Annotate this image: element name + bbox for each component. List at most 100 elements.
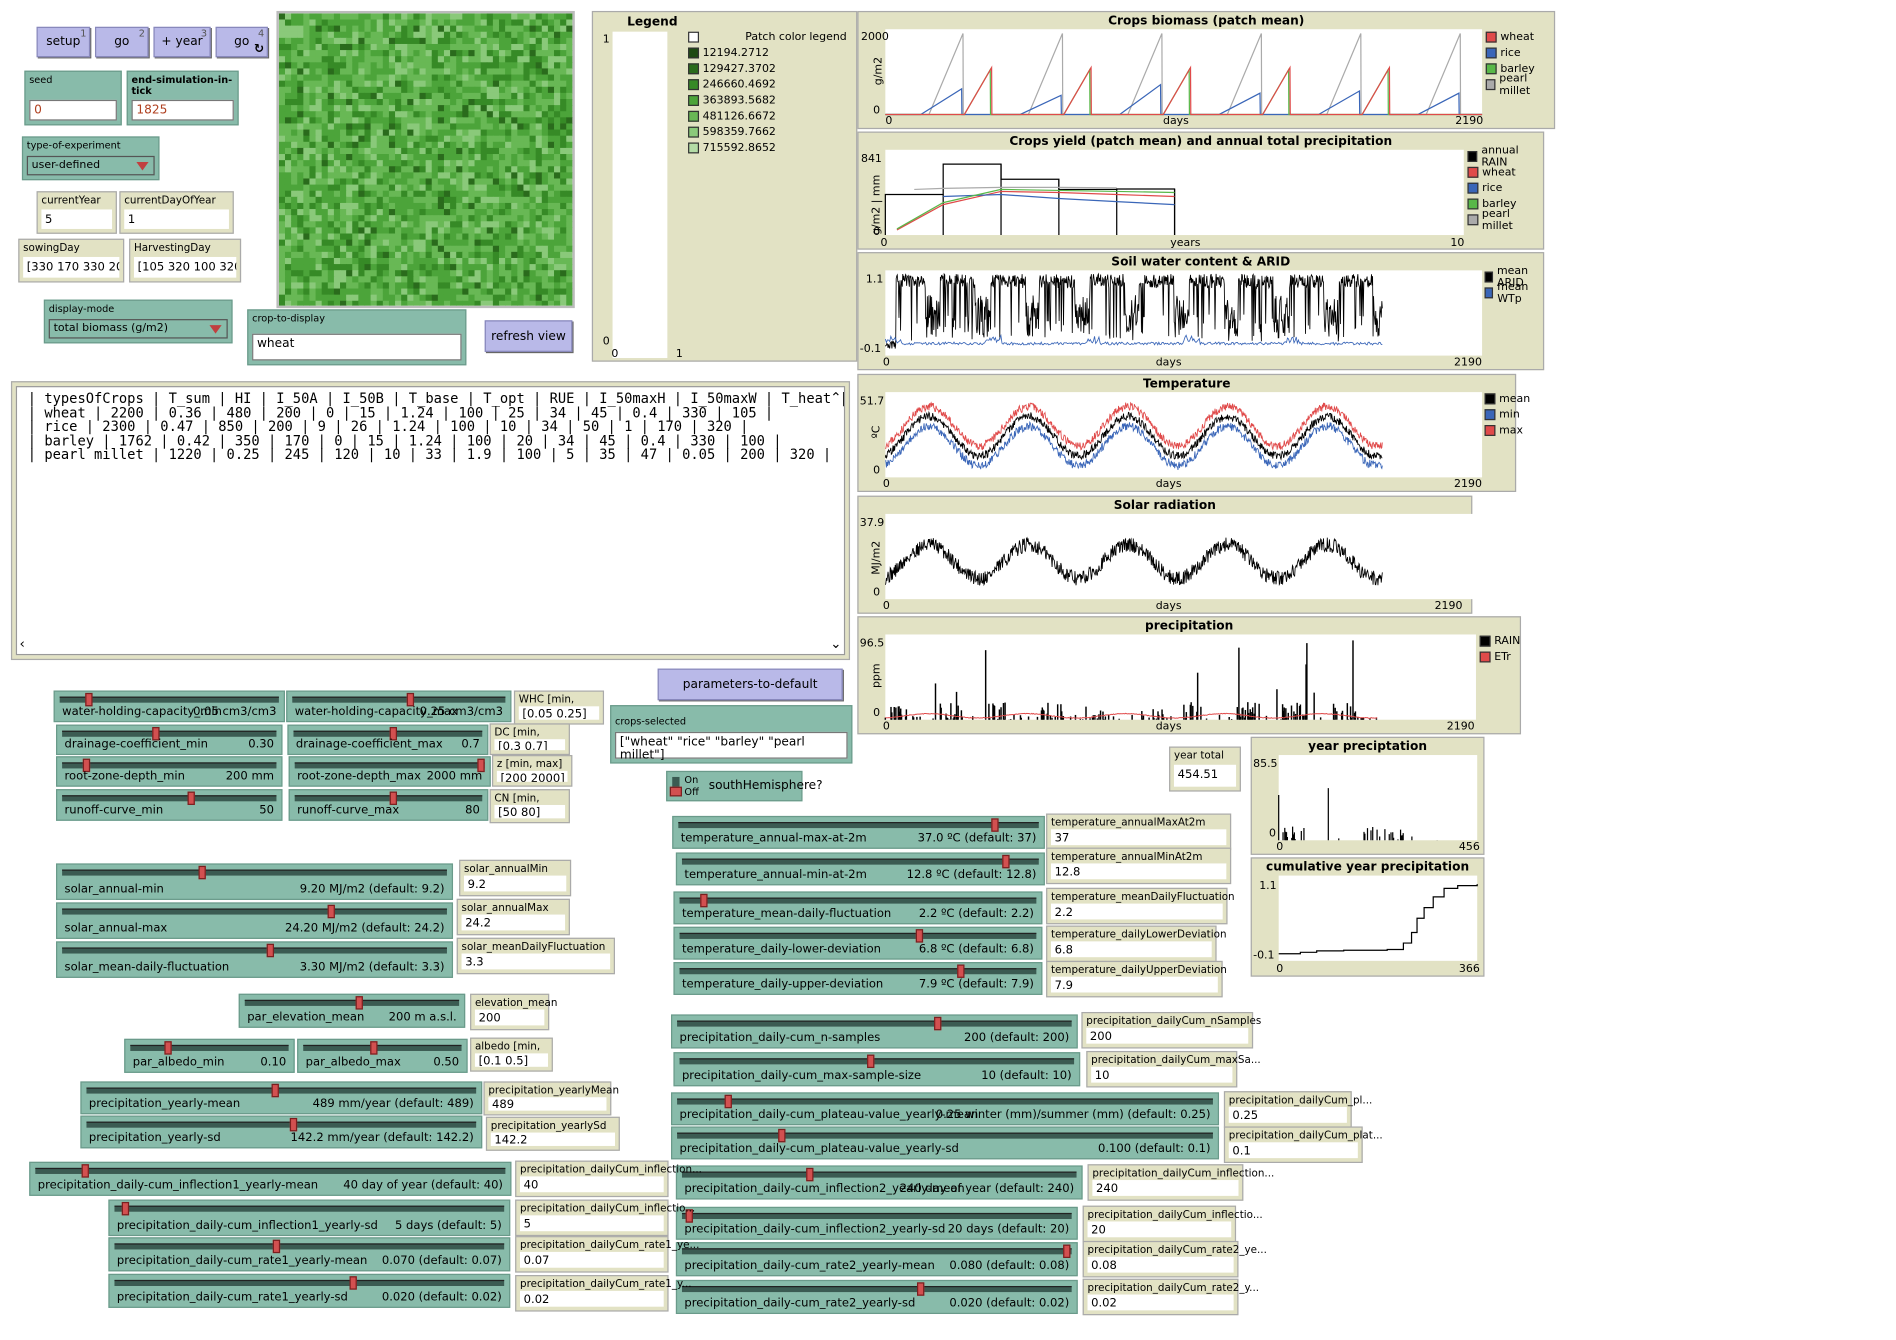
slider-track[interactable] [679,968,1037,975]
slider-pl-mean[interactable]: precipitation_daily-cum_plateau-value_ye… [671,1092,1220,1126]
slider-track[interactable] [681,1212,1072,1220]
slider-track[interactable] [130,1044,289,1051]
slider-track[interactable] [114,1279,505,1286]
scroll-down-icon[interactable]: ⌄ [830,635,842,652]
slider-handle[interactable] [328,904,336,919]
slider-whc-max[interactable]: water-holding-capacity_max 0.25 cm3/cm3 [286,690,512,723]
display-mode-select[interactable]: total biomass (g/m2) [48,319,228,339]
slider-track[interactable] [678,822,1039,829]
crop-to-display-input[interactable]: wheat [252,333,462,361]
slider-track[interactable] [86,1087,477,1094]
slider-handle[interactable] [122,1201,130,1216]
setup-button[interactable]: setup 1 [36,26,91,58]
slider-handle[interactable] [866,1054,874,1069]
slider-track[interactable] [294,795,483,802]
slider-handle[interactable] [272,1239,280,1254]
slider-handle[interactable] [1062,1244,1071,1258]
slider-i2-sd[interactable]: precipitation_daily-cum_inflection2_year… [675,1206,1078,1240]
slider-track[interactable] [59,696,279,703]
world-view[interactable] [276,10,575,309]
slider-solar-fluct[interactable]: solar_mean-daily-fluctuation 3.30 MJ/m2 (… [56,941,454,978]
slider-handle[interactable] [1002,854,1010,869]
slider-handle[interactable] [724,1094,733,1109]
slider-handle[interactable] [406,692,415,707]
seed-input[interactable]: 0 [29,99,117,121]
slider-track[interactable] [303,1044,462,1051]
slider-handle[interactable] [991,818,999,832]
slider-track[interactable] [62,730,277,737]
type-of-experiment-select[interactable]: user-defined [26,155,155,176]
slider-handle[interactable] [934,1016,942,1031]
slider-track[interactable] [62,947,447,954]
slider-handle[interactable] [355,996,364,1010]
display-mode-chooser[interactable]: display-mode total biomass (g/m2) [43,299,233,344]
slider-handle[interactable] [152,727,160,741]
slider-p-mean[interactable]: precipitation_yearly-mean 489 mm/year (de… [80,1081,483,1115]
slider-r1-mean[interactable]: precipitation_daily-cum_rate1_yearly-mea… [108,1237,511,1272]
output-text[interactable]: | typesOfCrops | T_sum | HI | I_50A | I_… [15,386,846,656]
slider-track[interactable] [677,1098,1213,1105]
slider-handle[interactable] [187,791,196,805]
slider-z-max[interactable]: root-zone-depth_max 2000 mm [288,756,491,787]
slider-p-sd[interactable]: precipitation_yearly-sd 142.2 mm/year (de… [80,1115,483,1149]
slider-i1-mean[interactable]: precipitation_daily-cum_inflection1_year… [29,1161,512,1196]
slider-track[interactable] [62,869,447,876]
slider-handle[interactable] [349,1276,357,1290]
slider-track[interactable] [679,932,1037,939]
slider-handle[interactable] [271,1083,279,1098]
slider-alb-min[interactable]: par_albedo_min 0.10 [124,1038,295,1073]
slider-r1-sd[interactable]: precipitation_daily-cum_rate1_yearly-sd 0… [108,1273,511,1308]
slider-handle[interactable] [83,758,91,773]
slider-elev[interactable]: par_elevation_mean 200 m a.s.l. [238,993,466,1028]
refresh-view-button[interactable]: refresh view [484,320,573,352]
slider-cn-min[interactable]: runoff-curve_min 50 [56,789,283,821]
crops-selected-input-box[interactable]: crops-selected ["wheat" "rice" "barley" … [610,705,853,764]
slider-track[interactable] [681,858,1039,865]
slider-track[interactable] [244,999,460,1006]
slider-handle[interactable] [85,692,93,707]
slider-t-max[interactable]: temperature_annual-max-at-2m 37.0 ºC (def… [672,815,1045,849]
slider-handle[interactable] [290,1117,298,1132]
slider-track[interactable] [294,762,485,769]
go-forever-button[interactable]: go 4 ↻ [215,26,268,58]
slider-i1-sd[interactable]: precipitation_daily-cum_inflection1_year… [108,1199,511,1237]
seed-input-box[interactable]: seed 0 [24,70,122,126]
end-simulation-input-box[interactable]: end-simulation-in-tick 1825 [126,70,239,126]
slider-max-sample[interactable]: precipitation_daily-cum_max-sample-size 1… [673,1052,1081,1087]
slider-handle[interactable] [777,1128,786,1143]
slider-track[interactable] [114,1205,505,1212]
crop-to-display-input-box[interactable]: crop-to-display wheat [247,309,467,366]
slider-handle[interactable] [477,758,486,773]
slider-solar-max[interactable]: solar_annual-max 24.20 MJ/m2 (default: 24… [56,902,454,939]
slider-handle[interactable] [915,929,923,943]
slider-solar-min[interactable]: solar_annual-min 9.20 MJ/m2 (default: 9.2… [56,863,454,900]
switch-knob[interactable] [669,786,682,797]
end-simulation-input[interactable]: 1825 [131,99,234,121]
type-of-experiment-chooser[interactable]: type-of-experiment user-defined [21,136,160,181]
slider-track[interactable] [293,730,483,737]
slider-track[interactable] [681,1285,1072,1293]
slider-track[interactable] [62,795,277,802]
slider-n-samples[interactable]: precipitation_daily-cum_n-samples 200 (de… [671,1014,1078,1049]
slider-track[interactable] [677,1020,1072,1027]
slider-handle[interactable] [957,964,965,978]
slider-handle[interactable] [198,865,207,880]
slider-track[interactable] [681,1171,1077,1178]
slider-whc-min[interactable]: water-holding-capacity_min 0.05 cm3/cm3 [53,690,285,723]
slider-handle[interactable] [916,1282,925,1296]
slider-dc-max[interactable]: drainage-coefficient_max 0.7 [287,724,489,756]
slider-alb-max[interactable]: par_albedo_max 0.50 [297,1038,468,1073]
slider-t-fluct[interactable]: temperature_mean-daily-fluctuation 2.2 ºC… [673,891,1043,925]
slider-track[interactable] [292,696,506,703]
slider-handle[interactable] [267,943,275,958]
slider-track[interactable] [681,1248,1072,1255]
slider-r2-sd[interactable]: precipitation_daily-cum_rate2_yearly-sd 0… [675,1279,1078,1315]
slider-track[interactable] [677,1132,1213,1139]
slider-handle[interactable] [806,1167,814,1182]
slider-track[interactable] [86,1121,477,1128]
scroll-up-icon[interactable]: ⌃ [830,389,842,406]
slider-handle[interactable] [389,791,398,805]
add-year-button[interactable]: + year 3 [153,26,211,58]
slider-track[interactable] [62,762,277,769]
slider-dc-min[interactable]: drainage-coefficient_min 0.30 [56,724,283,756]
